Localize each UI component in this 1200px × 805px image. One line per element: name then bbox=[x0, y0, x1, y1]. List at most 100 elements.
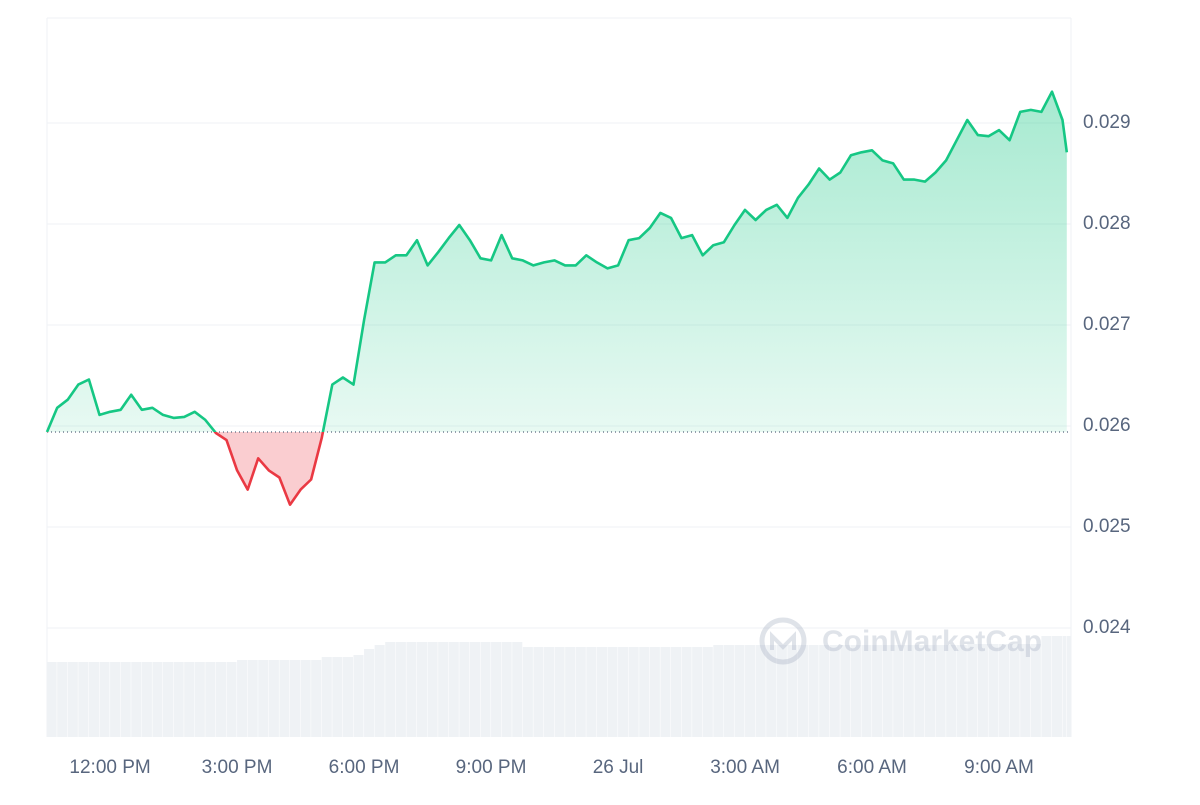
volume-bar bbox=[205, 662, 216, 737]
volume-bar bbox=[406, 642, 417, 737]
volume-bar bbox=[713, 645, 724, 737]
area-above bbox=[47, 91, 1067, 433]
volume-bar bbox=[374, 645, 385, 737]
volume-bar bbox=[342, 657, 353, 737]
volume-bar bbox=[649, 647, 660, 737]
volume-bar bbox=[522, 647, 533, 737]
x-tick-label: 3:00 AM bbox=[710, 757, 780, 778]
volume-bar bbox=[977, 644, 988, 737]
volume-bar bbox=[120, 662, 131, 737]
volume-bar bbox=[840, 645, 851, 737]
volume-bar bbox=[459, 642, 470, 737]
volume-bar bbox=[639, 647, 650, 737]
volume-bar bbox=[131, 662, 142, 737]
y-tick-label: 0.024 bbox=[1083, 617, 1131, 638]
x-tick-label: 6:00 PM bbox=[329, 757, 400, 778]
volume-bar bbox=[226, 662, 237, 737]
volume-bar bbox=[47, 662, 57, 737]
volume-bar bbox=[734, 645, 745, 737]
volume-bar bbox=[427, 642, 438, 737]
volume-bar bbox=[723, 645, 734, 737]
volume-bar bbox=[829, 645, 840, 737]
volume-bar bbox=[575, 647, 586, 737]
volume-bar bbox=[173, 662, 184, 737]
volume-bar bbox=[861, 645, 872, 737]
x-tick-label: 6:00 AM bbox=[837, 757, 907, 778]
volume-bar bbox=[565, 647, 576, 737]
volume-bar bbox=[268, 660, 279, 737]
volume-bar bbox=[681, 647, 692, 737]
volume-bar bbox=[215, 662, 226, 737]
volume-bar bbox=[311, 660, 322, 737]
volume-bar bbox=[1051, 636, 1063, 737]
volume-bar bbox=[88, 662, 99, 737]
volume-bar bbox=[99, 662, 110, 737]
volume-bar bbox=[57, 662, 68, 737]
volume-bar bbox=[946, 645, 957, 737]
x-tick-label: 9:00 AM bbox=[964, 757, 1034, 778]
volume-bar bbox=[321, 657, 332, 737]
volume-bar bbox=[395, 642, 406, 737]
volume-bar bbox=[162, 662, 174, 737]
volume-bar bbox=[586, 647, 597, 737]
volume-bar bbox=[141, 662, 152, 737]
volume-bar bbox=[332, 657, 343, 737]
volume-bar bbox=[1066, 636, 1071, 737]
volume-bar bbox=[353, 655, 364, 737]
volume-bar bbox=[491, 642, 502, 737]
volume-bar bbox=[78, 662, 89, 737]
watermark: CoinMarketCap bbox=[759, 617, 1042, 665]
volume-bar bbox=[279, 660, 290, 737]
volume-bar bbox=[448, 642, 459, 737]
volume-bar bbox=[745, 645, 756, 737]
x-tick-label: 12:00 PM bbox=[69, 757, 150, 778]
volume-bar bbox=[872, 645, 883, 737]
volume-bar bbox=[1041, 636, 1052, 737]
volume-bar bbox=[385, 642, 396, 737]
volume-bar bbox=[110, 662, 121, 737]
price-line bbox=[45, 90, 1069, 433]
volume-bar bbox=[956, 645, 967, 737]
volume-bar bbox=[1009, 644, 1020, 737]
volume-bar bbox=[903, 645, 914, 737]
volume-bar bbox=[618, 647, 629, 737]
volume-bar bbox=[152, 662, 163, 737]
volume-bar bbox=[237, 660, 248, 737]
volume-bar bbox=[247, 660, 258, 737]
volume-bar bbox=[1020, 644, 1031, 737]
volume-bar bbox=[882, 645, 893, 737]
volume-bar bbox=[469, 642, 480, 737]
y-tick-label: 0.026 bbox=[1083, 415, 1131, 436]
volume-bar bbox=[935, 645, 946, 737]
volume-bar bbox=[258, 660, 269, 737]
volume-bar bbox=[480, 642, 491, 737]
volume-bar bbox=[596, 647, 607, 737]
volume-bar bbox=[692, 647, 703, 737]
volume-bar bbox=[766, 645, 777, 737]
volume-bar bbox=[850, 645, 861, 737]
y-tick-label: 0.028 bbox=[1083, 213, 1131, 234]
volume-bar bbox=[776, 645, 787, 737]
x-tick-label: 3:00 PM bbox=[202, 757, 273, 778]
watermark-text: CoinMarketCap bbox=[822, 625, 1042, 658]
volume-bar bbox=[543, 647, 555, 737]
volume-bar bbox=[797, 645, 809, 737]
volume-bar bbox=[670, 647, 682, 737]
volume-bar bbox=[533, 647, 544, 737]
volume-bar bbox=[808, 645, 819, 737]
x-tick-label: 9:00 PM bbox=[456, 757, 527, 778]
volume-bar bbox=[660, 647, 671, 737]
volume-bar bbox=[924, 645, 936, 737]
volume-bar bbox=[1030, 644, 1041, 737]
volume-bar bbox=[607, 647, 618, 737]
volume-bar bbox=[554, 647, 565, 737]
y-tick-label: 0.029 bbox=[1083, 112, 1131, 133]
volume-bar bbox=[988, 644, 999, 737]
price-line-below bbox=[47, 432, 325, 506]
volume-bar bbox=[1062, 636, 1067, 737]
volume-bar bbox=[501, 642, 512, 737]
x-tick-label: 26 Jul bbox=[593, 757, 644, 778]
volume-bar bbox=[967, 644, 978, 737]
volume-bar bbox=[819, 645, 830, 737]
